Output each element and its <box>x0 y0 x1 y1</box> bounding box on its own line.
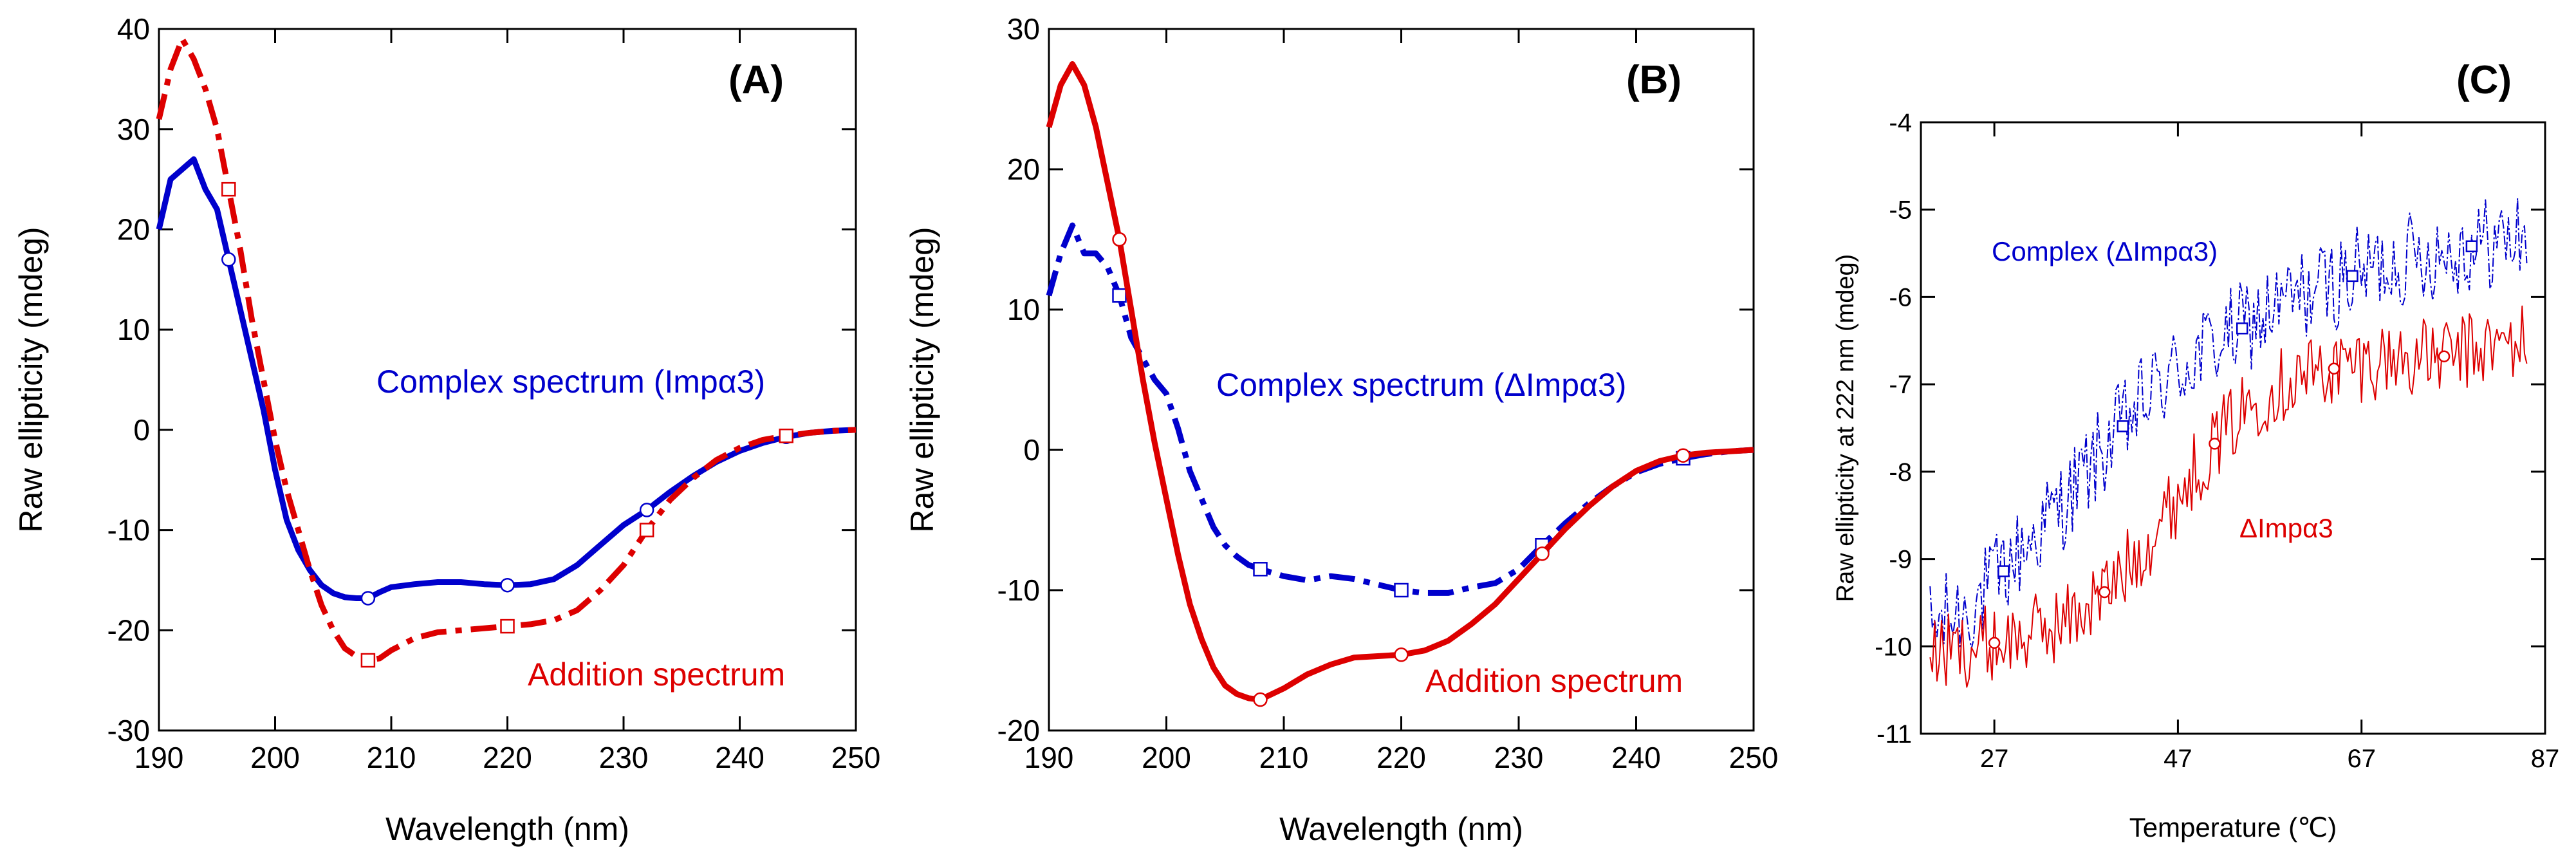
panel-c-series-second-point <box>2099 586 2111 599</box>
panel-b-x-tick-label: 220 <box>1376 741 1426 774</box>
panel-b-x-tick-label: 240 <box>1611 741 1661 774</box>
panel-a-series-second-point <box>221 181 236 197</box>
panel-a-x-tick-label: 240 <box>715 741 764 774</box>
panel-b-y-axis-label: Raw ellipticity (mdeg) <box>904 227 940 532</box>
panel-b-x-tick-label: 200 <box>1142 741 1191 774</box>
panel-a-series-second-point <box>360 653 376 668</box>
panel-c-y-tick-label: -4 <box>1889 109 1912 137</box>
panel-a-x-axis-label: Wavelength (nm) <box>385 811 629 847</box>
panel-c-y-tick-label: -10 <box>1875 633 1912 661</box>
panel-b-y-tick-label: 0 <box>1023 433 1040 467</box>
panel-b-series-second-point <box>1535 546 1550 561</box>
panel-b: 190 200 210 220 230 240 250 -20 -10 0 10 20 30 Wavele… <box>904 12 1778 847</box>
panel-a-series-first-point <box>221 252 236 267</box>
panel-a-x-tick-label: 200 <box>250 741 300 774</box>
panel-b-series-first-line <box>1046 222 1754 596</box>
panel-a-y-tick-label: -20 <box>107 613 150 647</box>
panel-b-x-tick-label: 230 <box>1494 741 1544 774</box>
panel-a-x-tick-label: 250 <box>831 741 881 774</box>
panel-b-y-tick-label: 10 <box>1007 293 1040 326</box>
panel-b-x-tick-label: 250 <box>1729 741 1779 774</box>
panel-a-x-tick-label: 230 <box>599 741 649 774</box>
panel-c: 27 47 67 87 -11 -10 -9 -8 -7 -6 -5 -4 Temperature (℃… <box>1832 58 2559 842</box>
panel-c-series-second-point <box>2438 350 2451 362</box>
panel-a-y-tick-label: 0 <box>133 413 150 447</box>
panel-b-label: (B) <box>1626 58 1682 102</box>
panel-a-series-second-point <box>779 428 793 443</box>
panel-b-y-tick-label: -20 <box>997 714 1040 747</box>
panel-b-series-second-point <box>1676 448 1691 463</box>
panel-c-series-first-point <box>1997 565 2010 577</box>
panel-a-addition-annotation: Addition spectrum <box>528 656 785 693</box>
panel-a-y-tick-label: -10 <box>107 514 150 547</box>
panel-c-y-tick-label: -8 <box>1889 458 1912 487</box>
panel-a-series-second-point <box>639 523 654 537</box>
panel-a-y-tick-label: 40 <box>117 12 150 46</box>
panel-a-y-axis-label: Raw ellipticity (mdeg) <box>13 227 49 532</box>
panel-b-y-tick-label: 20 <box>1007 153 1040 186</box>
panel-c-addition-annotation: ΔImpα3 <box>2239 513 2333 543</box>
panel-b-x-axis-label: Wavelength (nm) <box>1279 811 1523 847</box>
panel-c-series-first-line <box>1929 197 2528 649</box>
panel-c-series-first-point <box>2236 322 2248 335</box>
panel-c-series-second-line <box>1929 305 2528 688</box>
panel-b-series-second-point <box>1253 692 1268 707</box>
panel-c-x-tick-label: 67 <box>2347 745 2376 773</box>
panel-b-series-second-line <box>1046 61 1754 703</box>
panel-b-series-second-point <box>1394 647 1409 662</box>
panel-a-x-tick-label: 210 <box>367 741 416 774</box>
panel-a-y-tick-label: 30 <box>117 113 150 146</box>
panel-b-x-tick-label: 190 <box>1024 741 1074 774</box>
panel-c-complex-annotation: Complex (ΔImpα3) <box>1992 236 2218 266</box>
panel-a-y-tick-label: 10 <box>117 313 150 346</box>
panel-b-y-tick-label: -10 <box>997 573 1040 607</box>
panel-a-y-tick-label: -30 <box>107 714 150 747</box>
panel-c-series-first-point <box>2346 270 2358 283</box>
panel-a-series-first-point <box>500 577 515 593</box>
panel-c-label: (C) <box>2456 58 2512 102</box>
panel-c-x-tick-label: 47 <box>2164 745 2192 773</box>
panel-a-series-first-point <box>639 503 654 517</box>
panel-a-series-first-point <box>360 591 376 606</box>
panel-c-series-first-point <box>2465 240 2478 252</box>
panel-b-series-first-point <box>1253 562 1268 577</box>
panel-b-series-first-point <box>1112 288 1127 303</box>
panel-c-plot-frame <box>1920 121 2546 735</box>
panel-a: 190 200 210 220 230 240 250 -30 -20 -10 0 10 20 30 40 W… <box>13 12 880 847</box>
panel-c-series-first-point <box>2117 420 2129 432</box>
panel-b-series-second-point <box>1112 232 1127 247</box>
panel-a-series-second-point <box>500 619 515 634</box>
panel-c-x-axis-label: Temperature (℃) <box>2129 812 2337 842</box>
panel-b-x-tick-label: 210 <box>1259 741 1309 774</box>
panel-c-series-second-point <box>2209 438 2221 450</box>
panel-a-complex-annotation: Complex spectrum (Impα3) <box>376 364 765 400</box>
panel-c-y-tick-label: -9 <box>1889 546 1912 574</box>
panel-c-y-tick-label: -5 <box>1889 196 1912 225</box>
panel-b-complex-annotation: Complex spectrum (ΔImpα3) <box>1216 367 1626 403</box>
panel-c-series-second-point <box>2328 362 2340 375</box>
panel-a-series-second-line <box>156 36 857 664</box>
panel-c-series-second-point <box>1988 637 2001 649</box>
panel-c-y-tick-label: -11 <box>1876 720 1912 749</box>
panel-a-x-tick-label: 220 <box>483 741 532 774</box>
panel-a-series-first-line <box>156 156 857 601</box>
panel-c-y-tick-label: -6 <box>1889 283 1912 312</box>
panel-b-y-tick-label: 30 <box>1007 12 1040 46</box>
panel-b-series-first-point <box>1394 582 1409 598</box>
panel-a-label: (A) <box>728 58 784 102</box>
panel-a-x-tick-label: 190 <box>134 741 184 774</box>
panel-a-y-tick-label: 20 <box>117 213 150 246</box>
panel-c-x-tick-label: 27 <box>1980 745 2009 773</box>
panel-c-y-axis-label: Raw ellipticity at 222 nm (mdeg) <box>1832 254 1859 602</box>
panel-b-addition-annotation: Addition spectrum <box>1425 663 1683 699</box>
panel-c-y-tick-label: -7 <box>1889 371 1912 399</box>
panel-c-x-tick-label: 87 <box>2531 745 2560 773</box>
